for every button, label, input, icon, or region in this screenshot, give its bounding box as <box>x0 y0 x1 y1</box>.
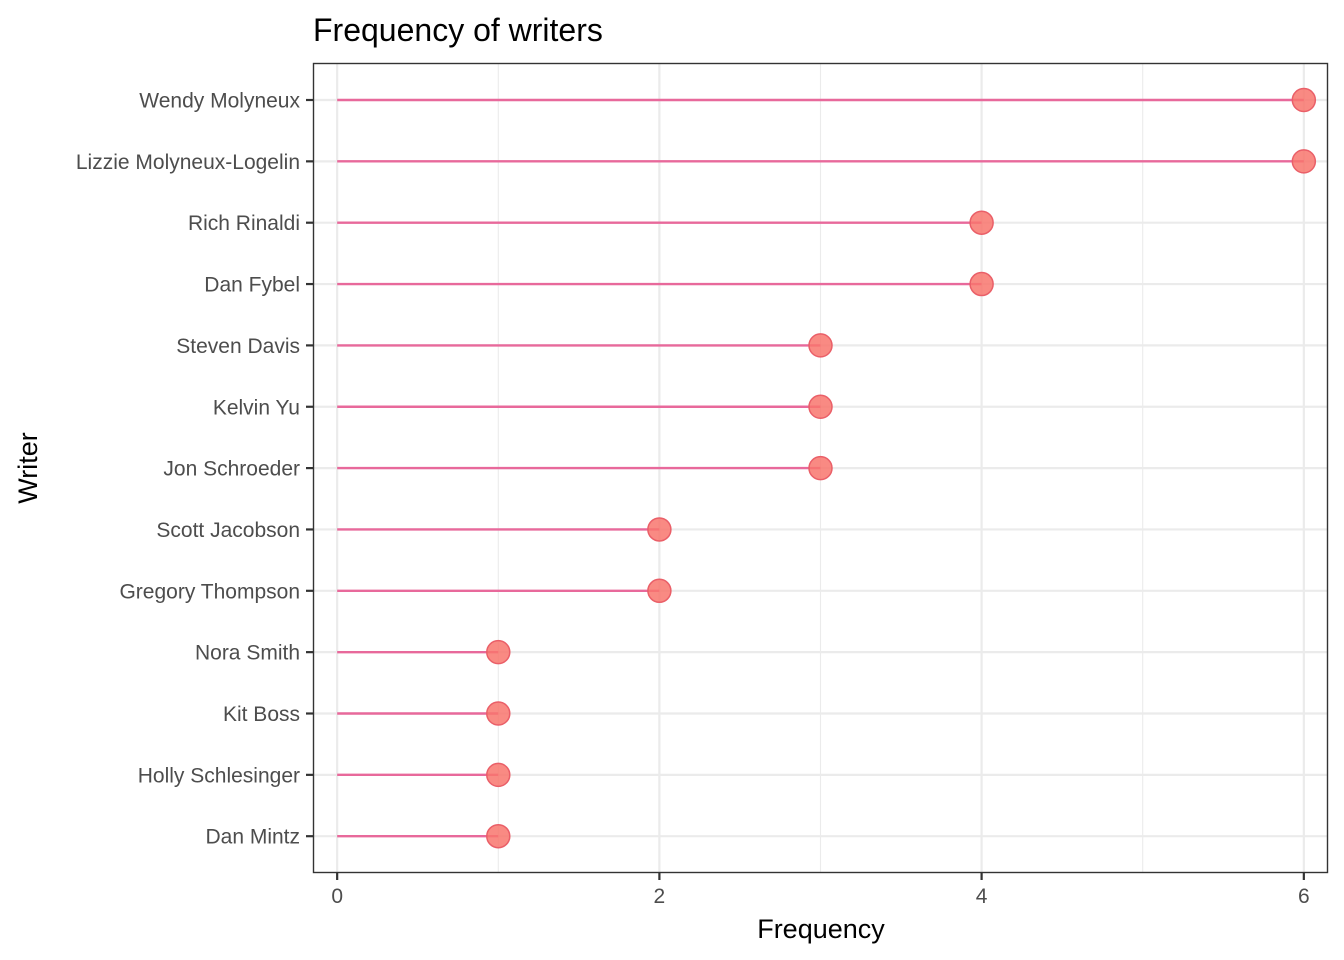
x-axis: 0 2 4 6 <box>331 873 1310 908</box>
lollipop-point <box>486 823 511 849</box>
y-axis-title: Writer <box>13 432 43 504</box>
lollipop-point <box>969 210 994 235</box>
y-tick-label: Dan Fybel <box>204 274 300 297</box>
panel-border <box>312 62 1329 874</box>
y-tick-label: Gregory Thompson <box>119 580 300 603</box>
data-marks <box>337 87 1317 849</box>
lollipop-point <box>808 455 833 481</box>
lollipop-point <box>486 762 511 788</box>
x-tick-label: 0 <box>331 885 343 908</box>
lollipop-point <box>1291 149 1317 174</box>
lollipop-point <box>486 639 511 665</box>
lollipop-point <box>1291 87 1317 113</box>
y-tick-label: Rich Rinaldi <box>188 212 300 235</box>
y-tick-label: Nora Smith <box>195 642 300 665</box>
lollipop-point <box>808 333 833 358</box>
y-tick-label: Steven Davis <box>176 335 300 358</box>
chart-title: Frequency of writers <box>313 12 603 48</box>
y-axis: Wendy Molyneux Lizzie Molyneux-Logelin Ric… <box>76 90 313 849</box>
x-tick-label: 4 <box>976 885 988 908</box>
x-axis-title: Frequency <box>757 914 885 944</box>
lollipop-point <box>808 394 833 419</box>
y-tick-label: Dan Mintz <box>205 826 300 849</box>
lollipop-point <box>647 517 672 542</box>
y-tick-label: Wendy Molyneux <box>139 90 300 113</box>
lollipop-point <box>969 271 994 297</box>
y-tick-label: Kit Boss <box>223 703 300 726</box>
x-tick-label: 6 <box>1298 885 1310 908</box>
x-tick-label: 2 <box>654 885 666 908</box>
lollipop-point <box>486 701 511 726</box>
y-tick-label: Kelvin Yu <box>213 396 300 419</box>
y-tick-label: Lizzie Molyneux-Logelin <box>76 151 300 174</box>
y-tick-label: Scott Jacobson <box>156 519 300 542</box>
y-tick-label: Jon Schroeder <box>163 458 300 481</box>
y-tick-label: Holly Schlesinger <box>138 764 300 787</box>
lollipop-point <box>647 578 672 604</box>
